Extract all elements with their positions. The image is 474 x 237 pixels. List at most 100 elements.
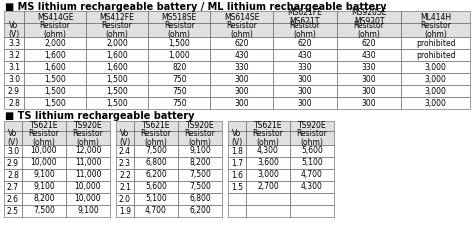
Bar [22,121,66,131]
Text: 2,000: 2,000 [44,38,66,47]
Text: 1,500: 1,500 [44,74,66,83]
Bar [210,85,273,97]
Bar [66,193,110,205]
Bar [337,23,401,37]
Text: 300: 300 [362,99,376,108]
Bar [273,97,337,109]
Bar [116,169,134,181]
Text: 6,200: 6,200 [145,170,167,179]
Text: TS621E: TS621E [30,122,58,131]
Bar [290,157,334,169]
Bar [290,145,334,157]
Bar [273,37,337,49]
Bar [246,121,290,131]
Text: 2.5: 2.5 [7,206,19,215]
Bar [134,131,178,145]
Bar [66,145,110,157]
Bar [86,97,148,109]
Text: 2.2: 2.2 [119,170,131,179]
Text: 3,000: 3,000 [425,63,447,72]
Bar [401,37,470,49]
Text: 9,100: 9,100 [77,206,99,215]
Bar [24,61,86,73]
Text: 820: 820 [172,63,186,72]
Text: MS614SE: MS614SE [224,13,259,22]
Text: Resistor
(ohm): Resistor (ohm) [73,129,103,147]
Text: 6,200: 6,200 [189,206,211,215]
Text: 2.0: 2.0 [119,195,131,204]
Text: 1,500: 1,500 [106,87,128,96]
Text: 430: 430 [362,50,376,59]
Bar [22,157,66,169]
Bar [22,205,66,217]
Text: 620: 620 [297,38,312,47]
Text: 3,000: 3,000 [257,170,279,179]
Bar [210,49,273,61]
Text: 3,600: 3,600 [257,159,279,168]
Bar [148,23,210,37]
Bar [337,73,401,85]
Text: 7,500: 7,500 [33,206,55,215]
Bar [22,131,66,145]
Text: 4,300: 4,300 [257,146,279,155]
Bar [4,131,22,145]
Bar [66,181,110,193]
Bar [246,169,290,181]
Bar [401,23,470,37]
Bar [116,145,134,157]
Bar [24,73,86,85]
Text: ■ TS lithium rechargeable battery: ■ TS lithium rechargeable battery [5,111,194,121]
Bar [66,121,110,131]
Text: Vo
(V): Vo (V) [8,129,18,147]
Bar [228,169,246,181]
Bar [178,181,222,193]
Bar [4,145,22,157]
Text: 300: 300 [362,74,376,83]
Bar [210,73,273,85]
Bar [337,49,401,61]
Bar [134,145,178,157]
Text: 10,000: 10,000 [75,195,101,204]
Bar [86,61,148,73]
Text: 2.7: 2.7 [7,182,19,191]
Text: 2.8: 2.8 [8,99,20,108]
Bar [273,11,337,23]
Bar [134,193,178,205]
Bar [401,11,470,23]
Text: 5,600: 5,600 [145,182,167,191]
Text: 3.1: 3.1 [8,63,20,72]
Text: ML414H: ML414H [420,13,451,22]
Bar [210,23,273,37]
Text: 1.7: 1.7 [231,159,243,168]
Bar [228,205,246,217]
Bar [273,85,337,97]
Text: 330: 330 [297,63,312,72]
Text: 2.9: 2.9 [7,159,19,168]
Text: 300: 300 [297,99,312,108]
Bar [246,157,290,169]
Text: 7,500: 7,500 [189,170,211,179]
Bar [4,193,22,205]
Text: 330: 330 [362,63,376,72]
Text: 750: 750 [172,74,187,83]
Bar [116,157,134,169]
Text: 2.8: 2.8 [7,170,19,179]
Text: 1.9: 1.9 [119,206,131,215]
Text: 10,000: 10,000 [75,182,101,191]
Bar [290,169,334,181]
Text: 3.0: 3.0 [7,146,19,155]
Bar [4,205,22,217]
Text: 3.0: 3.0 [8,74,20,83]
Text: 3,000: 3,000 [425,74,447,83]
Bar [24,97,86,109]
Bar [86,49,148,61]
Bar [4,37,24,49]
Text: 1,500: 1,500 [44,87,66,96]
Bar [337,37,401,49]
Bar [4,49,24,61]
Text: MS920SE
MS920T: MS920SE MS920T [351,8,387,26]
Text: 10,000: 10,000 [31,146,57,155]
Bar [86,11,148,23]
Bar [4,85,24,97]
Bar [148,97,210,109]
